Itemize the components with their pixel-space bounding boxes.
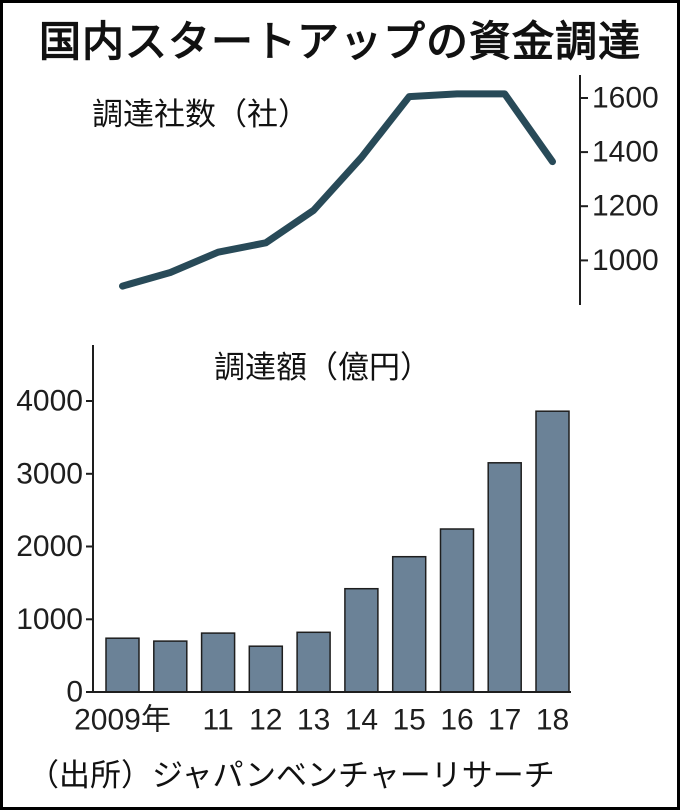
line-point xyxy=(406,93,413,100)
bar-y-tick-label: 3000 xyxy=(16,457,83,490)
line-point xyxy=(262,239,269,246)
x-tick-label: 13 xyxy=(297,704,330,737)
bar xyxy=(248,645,284,693)
bar xyxy=(296,631,331,693)
x-tick-label: 17 xyxy=(488,704,521,737)
bar xyxy=(487,462,522,693)
bar xyxy=(391,555,427,693)
line-chart: 1000 1200 1400 1600 xyxy=(119,75,659,305)
line-point xyxy=(167,269,174,276)
figure-title: 国内スタートアップの資金調達 xyxy=(38,17,641,66)
line-y-tick-label: 1000 xyxy=(592,244,659,277)
bar-y-tick-label: 1000 xyxy=(16,603,83,636)
line-point xyxy=(119,283,126,290)
bars xyxy=(105,410,570,693)
line-point xyxy=(549,158,556,165)
line-point xyxy=(501,90,508,97)
x-tick-label: 18 xyxy=(536,704,569,737)
bar xyxy=(535,410,570,693)
line-point xyxy=(215,249,222,256)
bar-chart: 0 1000 2000 3000 4000 2009年 11 12 13 14 15 16 17 18 xyxy=(16,345,571,737)
bar-y-tick-label: 2000 xyxy=(16,530,83,563)
x-tick-label: 15 xyxy=(393,704,426,737)
x-tick-label: 11 xyxy=(203,704,234,737)
line-y-tick-label: 1200 xyxy=(592,190,659,223)
bar-y-tick-label: 0 xyxy=(66,676,83,709)
line-point xyxy=(358,154,365,161)
series-line xyxy=(119,90,556,290)
bar-y-tick-label: 4000 xyxy=(16,385,83,418)
x-tick-label: 14 xyxy=(345,704,378,737)
line-y-tick-label: 1600 xyxy=(592,82,659,115)
bar xyxy=(344,587,379,693)
source-note: （出所）ジャパンベンチャーリサーチ xyxy=(28,758,555,794)
bar xyxy=(439,528,475,693)
line-point xyxy=(310,207,317,214)
bar xyxy=(153,640,188,693)
x-tick-label: 2009年 xyxy=(74,704,171,737)
line-chart-title: 調達社数（社） xyxy=(92,97,309,133)
bar-chart-title: 調達額（億円） xyxy=(214,350,431,386)
bar xyxy=(105,637,140,693)
x-tick-label: 16 xyxy=(440,704,473,737)
x-tick-label: 12 xyxy=(249,704,282,737)
line-point xyxy=(454,90,460,97)
bar xyxy=(200,632,236,693)
line-y-tick-label: 1400 xyxy=(592,136,659,169)
